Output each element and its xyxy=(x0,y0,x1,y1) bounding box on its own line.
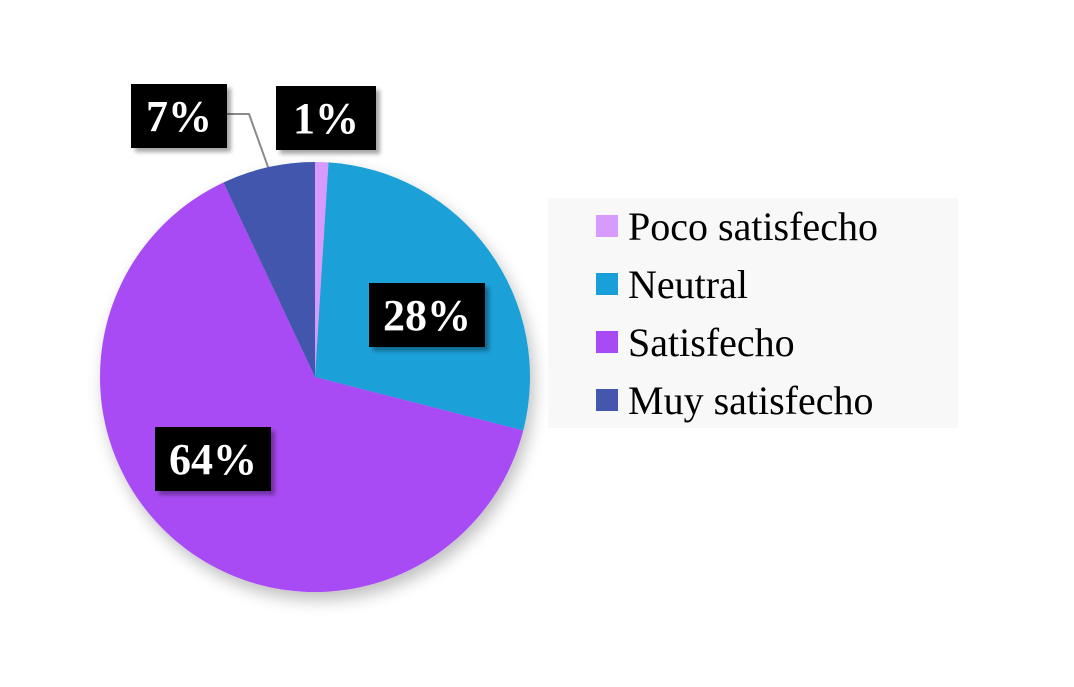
legend-item-satisfecho: Satisfecho xyxy=(596,320,795,365)
legend-label: Satisfecho xyxy=(628,320,795,365)
legend-item-muy-satisfecho: Muy satisfecho xyxy=(596,378,874,423)
pie-slices xyxy=(99,162,530,593)
data-label-neutral: 28% xyxy=(369,283,485,347)
data-label-box xyxy=(276,86,376,150)
data-label-text: 7% xyxy=(146,92,212,141)
legend-swatch xyxy=(596,273,618,295)
data-label-box xyxy=(369,283,485,347)
legend-item-neutral: Neutral xyxy=(596,262,748,307)
legend-swatch xyxy=(596,331,618,353)
data-label-poco-satisfecho: 1% xyxy=(276,86,376,150)
data-label-text: 28% xyxy=(383,291,471,340)
legend-label: Poco satisfecho xyxy=(628,204,878,249)
legend-item-poco-satisfecho: Poco satisfecho xyxy=(596,204,878,249)
data-label-muy-satisfecho: 7% xyxy=(131,84,227,148)
pie-slice-muy-satisfecho xyxy=(223,162,315,377)
legend-swatch xyxy=(596,215,618,237)
legend-swatch xyxy=(596,389,618,411)
data-labels: 1% 28% 64% 7% xyxy=(131,84,485,491)
data-label-satisfecho: 64% xyxy=(155,427,271,491)
data-label-text: 64% xyxy=(169,435,257,484)
leader-lines xyxy=(227,113,270,168)
legend: Poco satisfecho Neutral Satisfecho Muy sati… xyxy=(548,198,958,428)
data-label-text: 1% xyxy=(293,94,359,143)
legend-label: Muy satisfecho xyxy=(628,378,874,423)
data-label-box xyxy=(155,427,271,491)
pie-slice-poco-satisfecho xyxy=(315,162,329,377)
leader-line-muy-satisfecho xyxy=(227,113,270,168)
legend-label: Neutral xyxy=(628,262,748,307)
data-label-box xyxy=(131,84,227,148)
